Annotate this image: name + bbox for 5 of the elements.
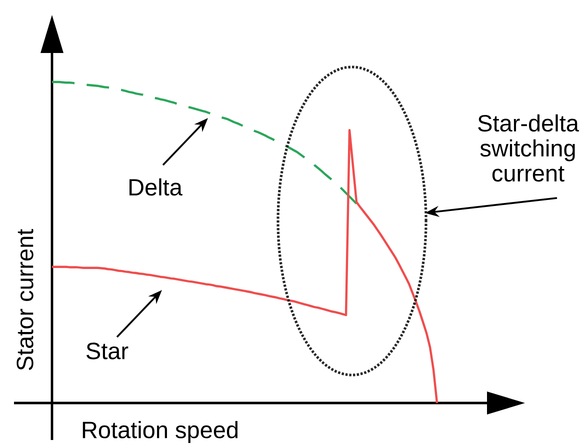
- x-axis-title: Rotation speed: [82, 421, 238, 443]
- text: Delta: [129, 178, 182, 196]
- text: Star-delta switching current: [478, 114, 579, 182]
- y-axis-title: Stator current: [16, 229, 34, 370]
- text: Star: [86, 342, 128, 360]
